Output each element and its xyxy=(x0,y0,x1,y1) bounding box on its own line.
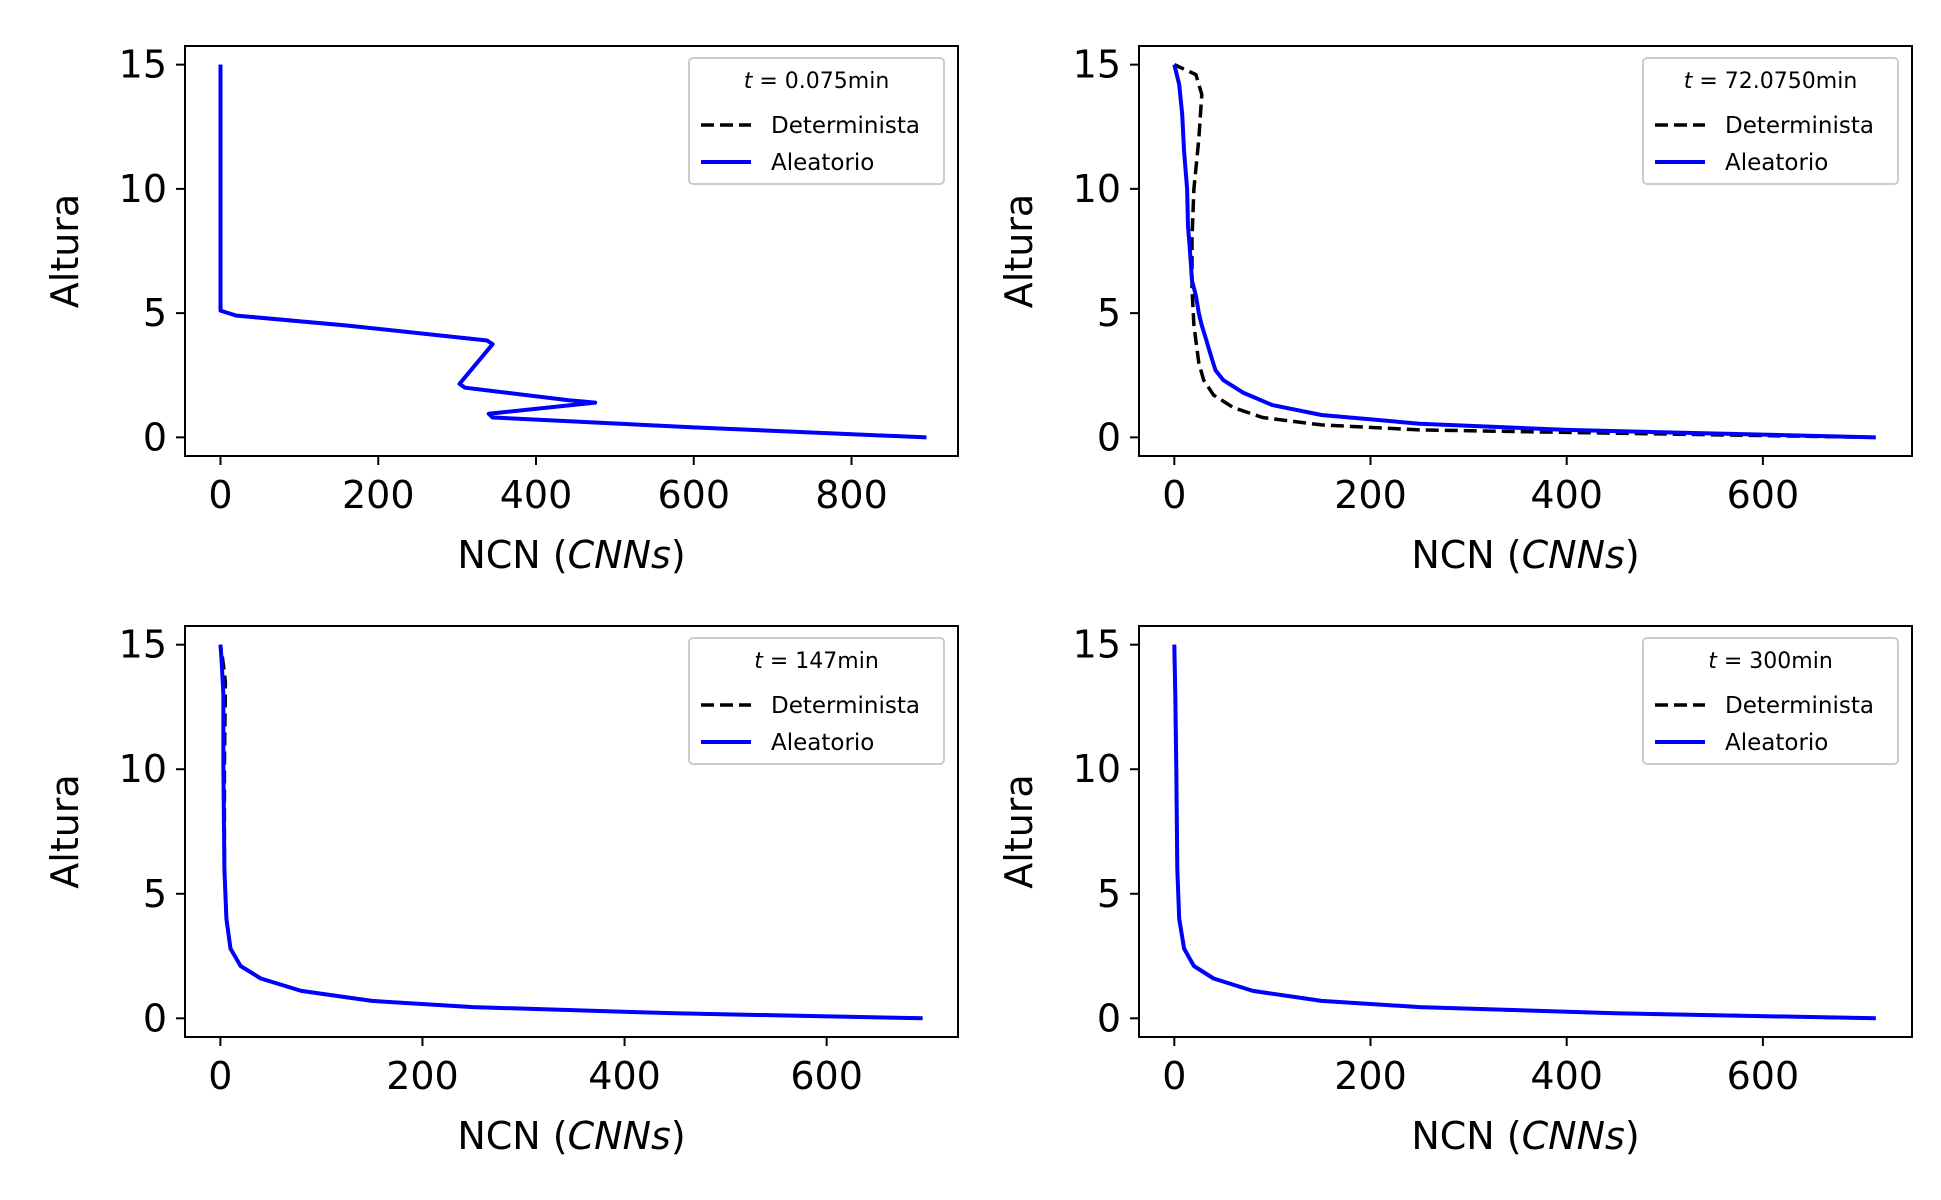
axes-frame xyxy=(1138,45,1913,457)
y-axis-label: Altura xyxy=(997,194,1041,308)
x-tick-label: 200 xyxy=(1334,1054,1407,1098)
legend-title: t = 72.0750min xyxy=(1684,69,1858,94)
y-axis-label: Altura xyxy=(43,194,87,308)
legend: t = 300min Determinista Aleatorio xyxy=(1642,637,1899,765)
legend-box xyxy=(1642,637,1899,765)
y-tick-label: 10 xyxy=(119,167,167,211)
x-tick-label: 400 xyxy=(1530,1054,1603,1098)
legend-label-aleatorio: Aleatorio xyxy=(771,150,874,176)
x-axis-label: NCN (CNNs) xyxy=(1411,533,1639,577)
series-line-determinista xyxy=(1173,63,1876,440)
y-axis-label: Altura xyxy=(43,774,87,888)
x-tick-label: 400 xyxy=(500,473,573,517)
y-tick-label: 15 xyxy=(119,623,167,667)
subplot-1: 0 200 400 600 800 0 5 10 15 NCN (CNNs) Altura t = 0… xyxy=(43,43,959,577)
legend-label-aleatorio: Aleatorio xyxy=(1725,730,1828,756)
x-tick-label: 400 xyxy=(588,1054,661,1098)
series-line-aleatorio xyxy=(1172,64,1876,440)
legend-box xyxy=(1642,57,1899,185)
y-tick-label: 10 xyxy=(1073,747,1121,791)
legend-label-determinista: Determinista xyxy=(771,113,920,139)
subplot-2: 0 200 400 600 0 5 10 15 NCN (CNNs) Altura t = 72.0… xyxy=(997,43,1913,577)
y-tick-label: 5 xyxy=(1097,872,1121,916)
legend-box xyxy=(688,637,945,765)
x-tick-label: 200 xyxy=(342,473,415,517)
y-tick-label: 0 xyxy=(143,415,167,459)
legend-label-determinista: Determinista xyxy=(771,693,920,719)
y-tick-label: 15 xyxy=(119,43,167,87)
y-axis-label: Altura xyxy=(997,774,1041,888)
x-tick-label: 0 xyxy=(208,1054,232,1098)
series-line-aleatorio xyxy=(218,644,923,1021)
x-tick-label: 600 xyxy=(1727,1054,1800,1098)
x-tick-label: 800 xyxy=(815,473,888,517)
x-tick-label: 200 xyxy=(386,1054,459,1098)
x-axis-label: NCN (CNNs) xyxy=(457,533,685,577)
x-tick-label: 0 xyxy=(208,473,232,517)
legend: t = 0.075min Determinista Aleatorio xyxy=(688,57,945,185)
x-axis-label: NCN (CNNs) xyxy=(1411,1114,1639,1158)
legend-label-determinista: Determinista xyxy=(1725,113,1874,139)
legend: t = 72.0750min Determinista Aleatorio xyxy=(1642,57,1899,185)
legend-title: t = 147min xyxy=(754,649,879,674)
legend: t = 147min Determinista Aleatorio xyxy=(688,637,945,765)
x-tick-label: 400 xyxy=(1530,473,1603,517)
x-tick-label: 600 xyxy=(790,1054,863,1098)
subplot-4: 0 200 400 600 0 5 10 15 NCN (CNNs) Altura t = 300m… xyxy=(997,623,1913,1158)
series-line-aleatorio xyxy=(218,64,927,440)
x-tick-label: 0 xyxy=(1162,1054,1186,1098)
y-tick-label: 5 xyxy=(1097,291,1121,335)
y-tick-label: 0 xyxy=(1097,996,1121,1040)
x-tick-label: 0 xyxy=(1162,473,1186,517)
y-tick-label: 15 xyxy=(1073,43,1121,87)
series-line-aleatorio xyxy=(1172,644,1876,1021)
legend-label-aleatorio: Aleatorio xyxy=(771,730,874,756)
legend-label-aleatorio: Aleatorio xyxy=(1725,150,1828,176)
subplot-3: 0 200 400 600 0 5 10 15 NCN (CNNs) Altura t = 147m… xyxy=(43,623,959,1158)
x-tick-label: 600 xyxy=(1727,473,1800,517)
legend-title: t = 300min xyxy=(1708,649,1833,674)
x-axis-label: NCN (CNNs) xyxy=(457,1114,685,1158)
axes-frame xyxy=(1138,625,1913,1038)
y-tick-label: 0 xyxy=(1097,415,1121,459)
axes-frame xyxy=(184,45,959,457)
x-tick-label: 600 xyxy=(657,473,730,517)
legend-label-determinista: Determinista xyxy=(1725,693,1874,719)
y-tick-label: 5 xyxy=(143,291,167,335)
y-tick-label: 10 xyxy=(119,747,167,791)
y-tick-label: 15 xyxy=(1073,623,1121,667)
legend-box xyxy=(688,57,945,185)
axes-frame xyxy=(184,625,959,1038)
y-tick-label: 10 xyxy=(1073,167,1121,211)
legend-title: t = 0.075min xyxy=(744,69,890,94)
y-tick-label: 0 xyxy=(143,996,167,1040)
y-tick-label: 5 xyxy=(143,872,167,916)
x-tick-label: 200 xyxy=(1334,473,1407,517)
